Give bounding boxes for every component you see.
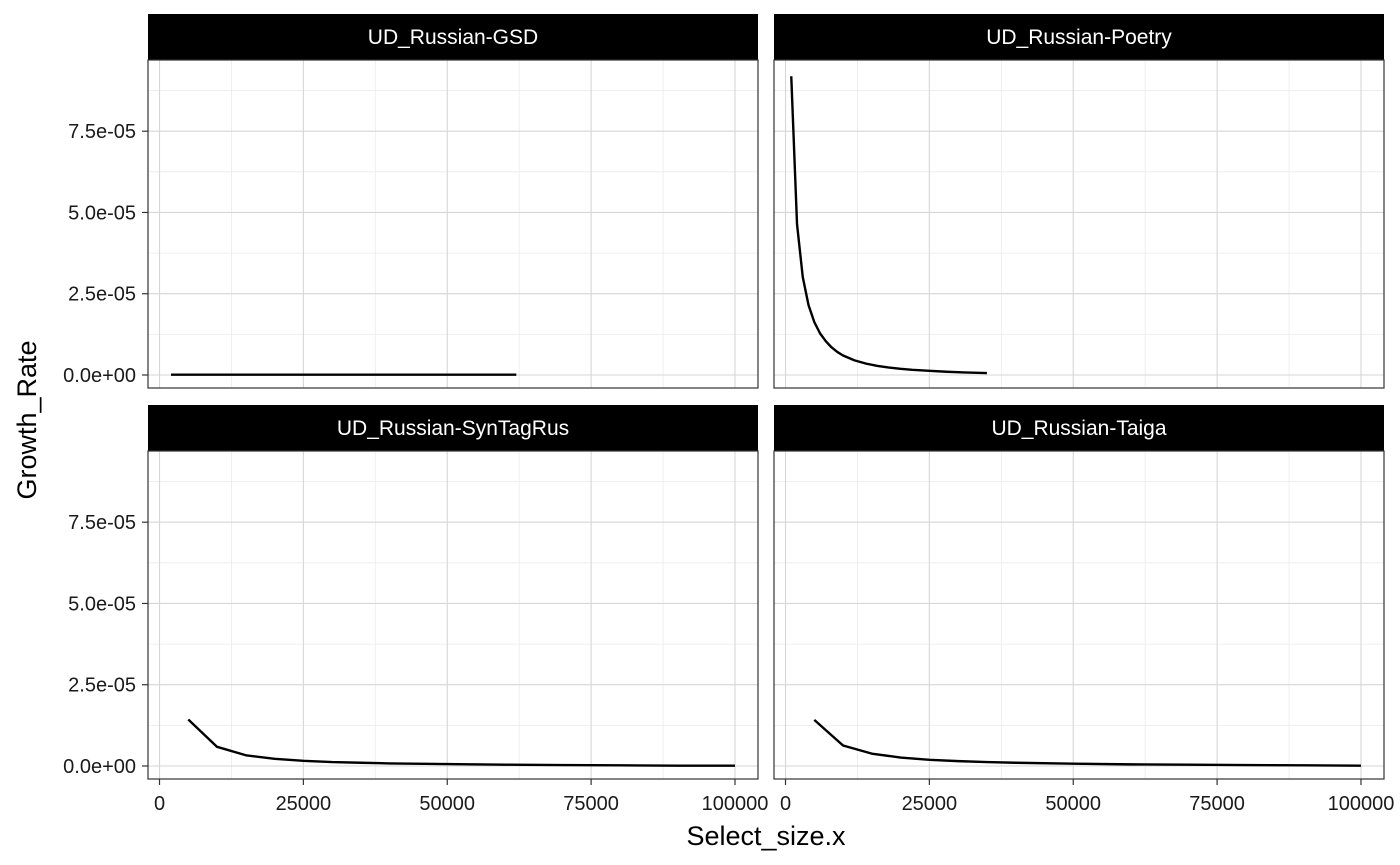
y-tick-label: 5.0e-05 xyxy=(68,593,136,615)
x-tick-label: 100000 xyxy=(1328,793,1395,815)
x-axis-title: Select_size.x xyxy=(686,821,846,851)
facet-title: UD_Russian-Taiga xyxy=(991,417,1166,440)
y-tick-label: 2.5e-05 xyxy=(68,284,136,306)
x-tick-label: 75000 xyxy=(1189,793,1245,815)
x-tick-label: 25000 xyxy=(276,793,332,815)
x-tick-label: 25000 xyxy=(902,793,958,815)
facet-strip xyxy=(774,405,1384,451)
y-tick-label: 5.0e-05 xyxy=(68,202,136,224)
facet-panel: UD_Russian-GSD 0.0e+00 2.5e-05 5.0e-05 7.5e-… xyxy=(63,14,759,389)
x-tick-label: 0 xyxy=(780,793,791,815)
series-line xyxy=(813,718,1361,767)
panel-border xyxy=(147,59,759,389)
y-tick-label: 7.5e-05 xyxy=(68,121,136,143)
y-tick-label: 0.0e+00 xyxy=(63,756,136,778)
facet-strip xyxy=(148,14,758,60)
x-tick-label: 100000 xyxy=(702,793,769,815)
series-line xyxy=(187,718,735,767)
panel-border xyxy=(773,59,1385,389)
x-tick-label: 0 xyxy=(154,793,165,815)
facet-title: UD_Russian-GSD xyxy=(368,26,538,49)
facet-strip xyxy=(774,14,1384,60)
y-tick-label: 7.5e-05 xyxy=(68,512,136,534)
series-line xyxy=(790,76,987,375)
x-tick-label: 50000 xyxy=(419,793,475,815)
y-tick-label: 2.5e-05 xyxy=(68,675,136,697)
facet-panel: UD_Russian-SynTagRus 0.0e+00 2.5e-05 5.0e-0… xyxy=(63,405,768,815)
facet-strip xyxy=(148,405,758,451)
panel-border xyxy=(147,450,759,780)
panel-border xyxy=(773,450,1385,780)
y-tick-label: 0.0e+00 xyxy=(63,365,136,387)
x-tick-label: 50000 xyxy=(1045,793,1101,815)
x-tick-label: 75000 xyxy=(563,793,619,815)
facet-title: UD_Russian-Poetry xyxy=(986,26,1172,49)
y-axis-title: Growth_Rate xyxy=(12,340,42,499)
facet-title: UD_Russian-SynTagRus xyxy=(337,417,569,440)
facet-panel: UD_Russian-Poetry xyxy=(773,14,1385,389)
facet-panel: UD_Russian-Taiga 0 25000 50000 75000 100000 xyxy=(773,405,1395,815)
